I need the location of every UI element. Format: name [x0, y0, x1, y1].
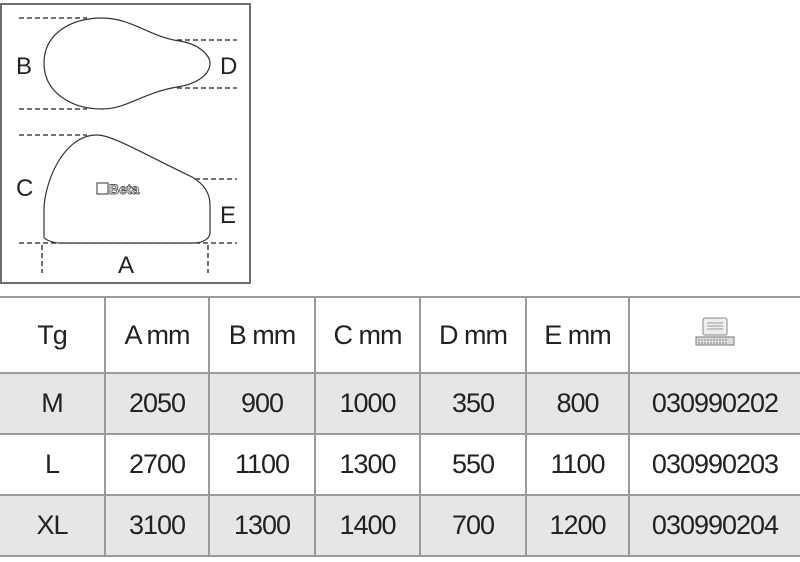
table-row: M 2050 900 1000 350 800 030990202	[0, 372, 800, 435]
label-e: E	[220, 202, 236, 229]
beta-logo-icon	[96, 182, 109, 195]
header-d: D mm	[419, 296, 527, 374]
cell-c: 1300	[314, 433, 421, 496]
cell-code: 030990202	[628, 372, 800, 435]
computer-icon	[695, 317, 735, 345]
cell-tg: L	[0, 433, 106, 496]
table-row: L 2700 1100 1300 550 1100 030990203	[0, 433, 800, 496]
header-b: B mm	[208, 296, 316, 374]
table-row: XL 3100 1300 1400 700 1200 030990204	[0, 494, 800, 557]
cell-b: 1100	[208, 433, 316, 496]
beta-logo-text: Beta	[109, 181, 140, 197]
cell-code: 030990204	[628, 494, 800, 557]
seat-side-view-outline	[43, 134, 211, 244]
header-e: E mm	[525, 296, 630, 374]
header-code	[628, 296, 800, 374]
cell-d: 350	[419, 372, 527, 435]
cell-d: 550	[419, 433, 527, 496]
label-d: D	[220, 53, 237, 80]
seat-top-view-outline	[43, 17, 211, 110]
cell-e: 800	[525, 372, 630, 435]
dimension-diagram: Beta B D C E A	[0, 3, 251, 284]
header-a: A mm	[104, 296, 210, 374]
cell-tg: M	[0, 372, 106, 435]
cell-a: 2700	[104, 433, 210, 496]
header-c: C mm	[314, 296, 421, 374]
cell-tg: XL	[0, 494, 106, 557]
cell-e: 1100	[525, 433, 630, 496]
dimension-drawing: Beta B D C E A	[16, 17, 237, 279]
label-b: B	[16, 53, 32, 80]
cell-c: 1000	[314, 372, 421, 435]
cell-code: 030990203	[628, 433, 800, 496]
cell-d: 700	[419, 494, 527, 557]
size-table: Tg A mm B mm C mm D mm E mm M 2050 900 1…	[0, 296, 800, 557]
header-tg: Tg	[0, 296, 106, 374]
cell-a: 3100	[104, 494, 210, 557]
cell-c: 1400	[314, 494, 421, 557]
cell-b: 1300	[208, 494, 316, 557]
cell-b: 900	[208, 372, 316, 435]
beta-logo: Beta	[96, 181, 140, 197]
label-c: C	[16, 175, 33, 202]
cell-a: 2050	[104, 372, 210, 435]
label-a: A	[118, 252, 134, 279]
cell-e: 1200	[525, 494, 630, 557]
table-header-row: Tg A mm B mm C mm D mm E mm	[0, 296, 800, 374]
